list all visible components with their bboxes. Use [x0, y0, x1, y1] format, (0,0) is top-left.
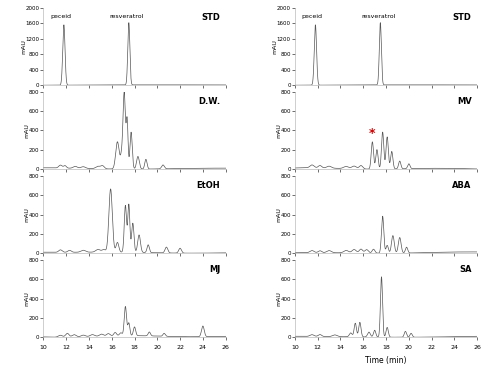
- Text: STD: STD: [201, 13, 220, 22]
- Text: peceid: peceid: [302, 14, 322, 19]
- Text: resveratrol: resveratrol: [361, 14, 395, 19]
- Y-axis label: mAU: mAU: [276, 123, 281, 138]
- Y-axis label: mAU: mAU: [25, 123, 30, 138]
- Text: *: *: [369, 127, 375, 140]
- Text: ABA: ABA: [452, 181, 472, 190]
- Y-axis label: mAU: mAU: [25, 291, 30, 306]
- Y-axis label: mAU: mAU: [25, 207, 30, 222]
- Text: MJ: MJ: [209, 265, 220, 274]
- Text: resveratrol: resveratrol: [109, 14, 144, 19]
- Text: EtOH: EtOH: [197, 181, 220, 190]
- Text: peceid: peceid: [50, 14, 71, 19]
- Text: SA: SA: [459, 265, 472, 274]
- Y-axis label: mAU: mAU: [276, 207, 281, 222]
- Text: MV: MV: [457, 97, 472, 106]
- X-axis label: Time (min): Time (min): [365, 356, 407, 365]
- Y-axis label: mAU: mAU: [273, 39, 278, 54]
- Text: STD: STD: [453, 13, 472, 22]
- Y-axis label: mAU: mAU: [21, 39, 27, 54]
- Text: D.W.: D.W.: [198, 97, 220, 106]
- Y-axis label: mAU: mAU: [276, 291, 281, 306]
